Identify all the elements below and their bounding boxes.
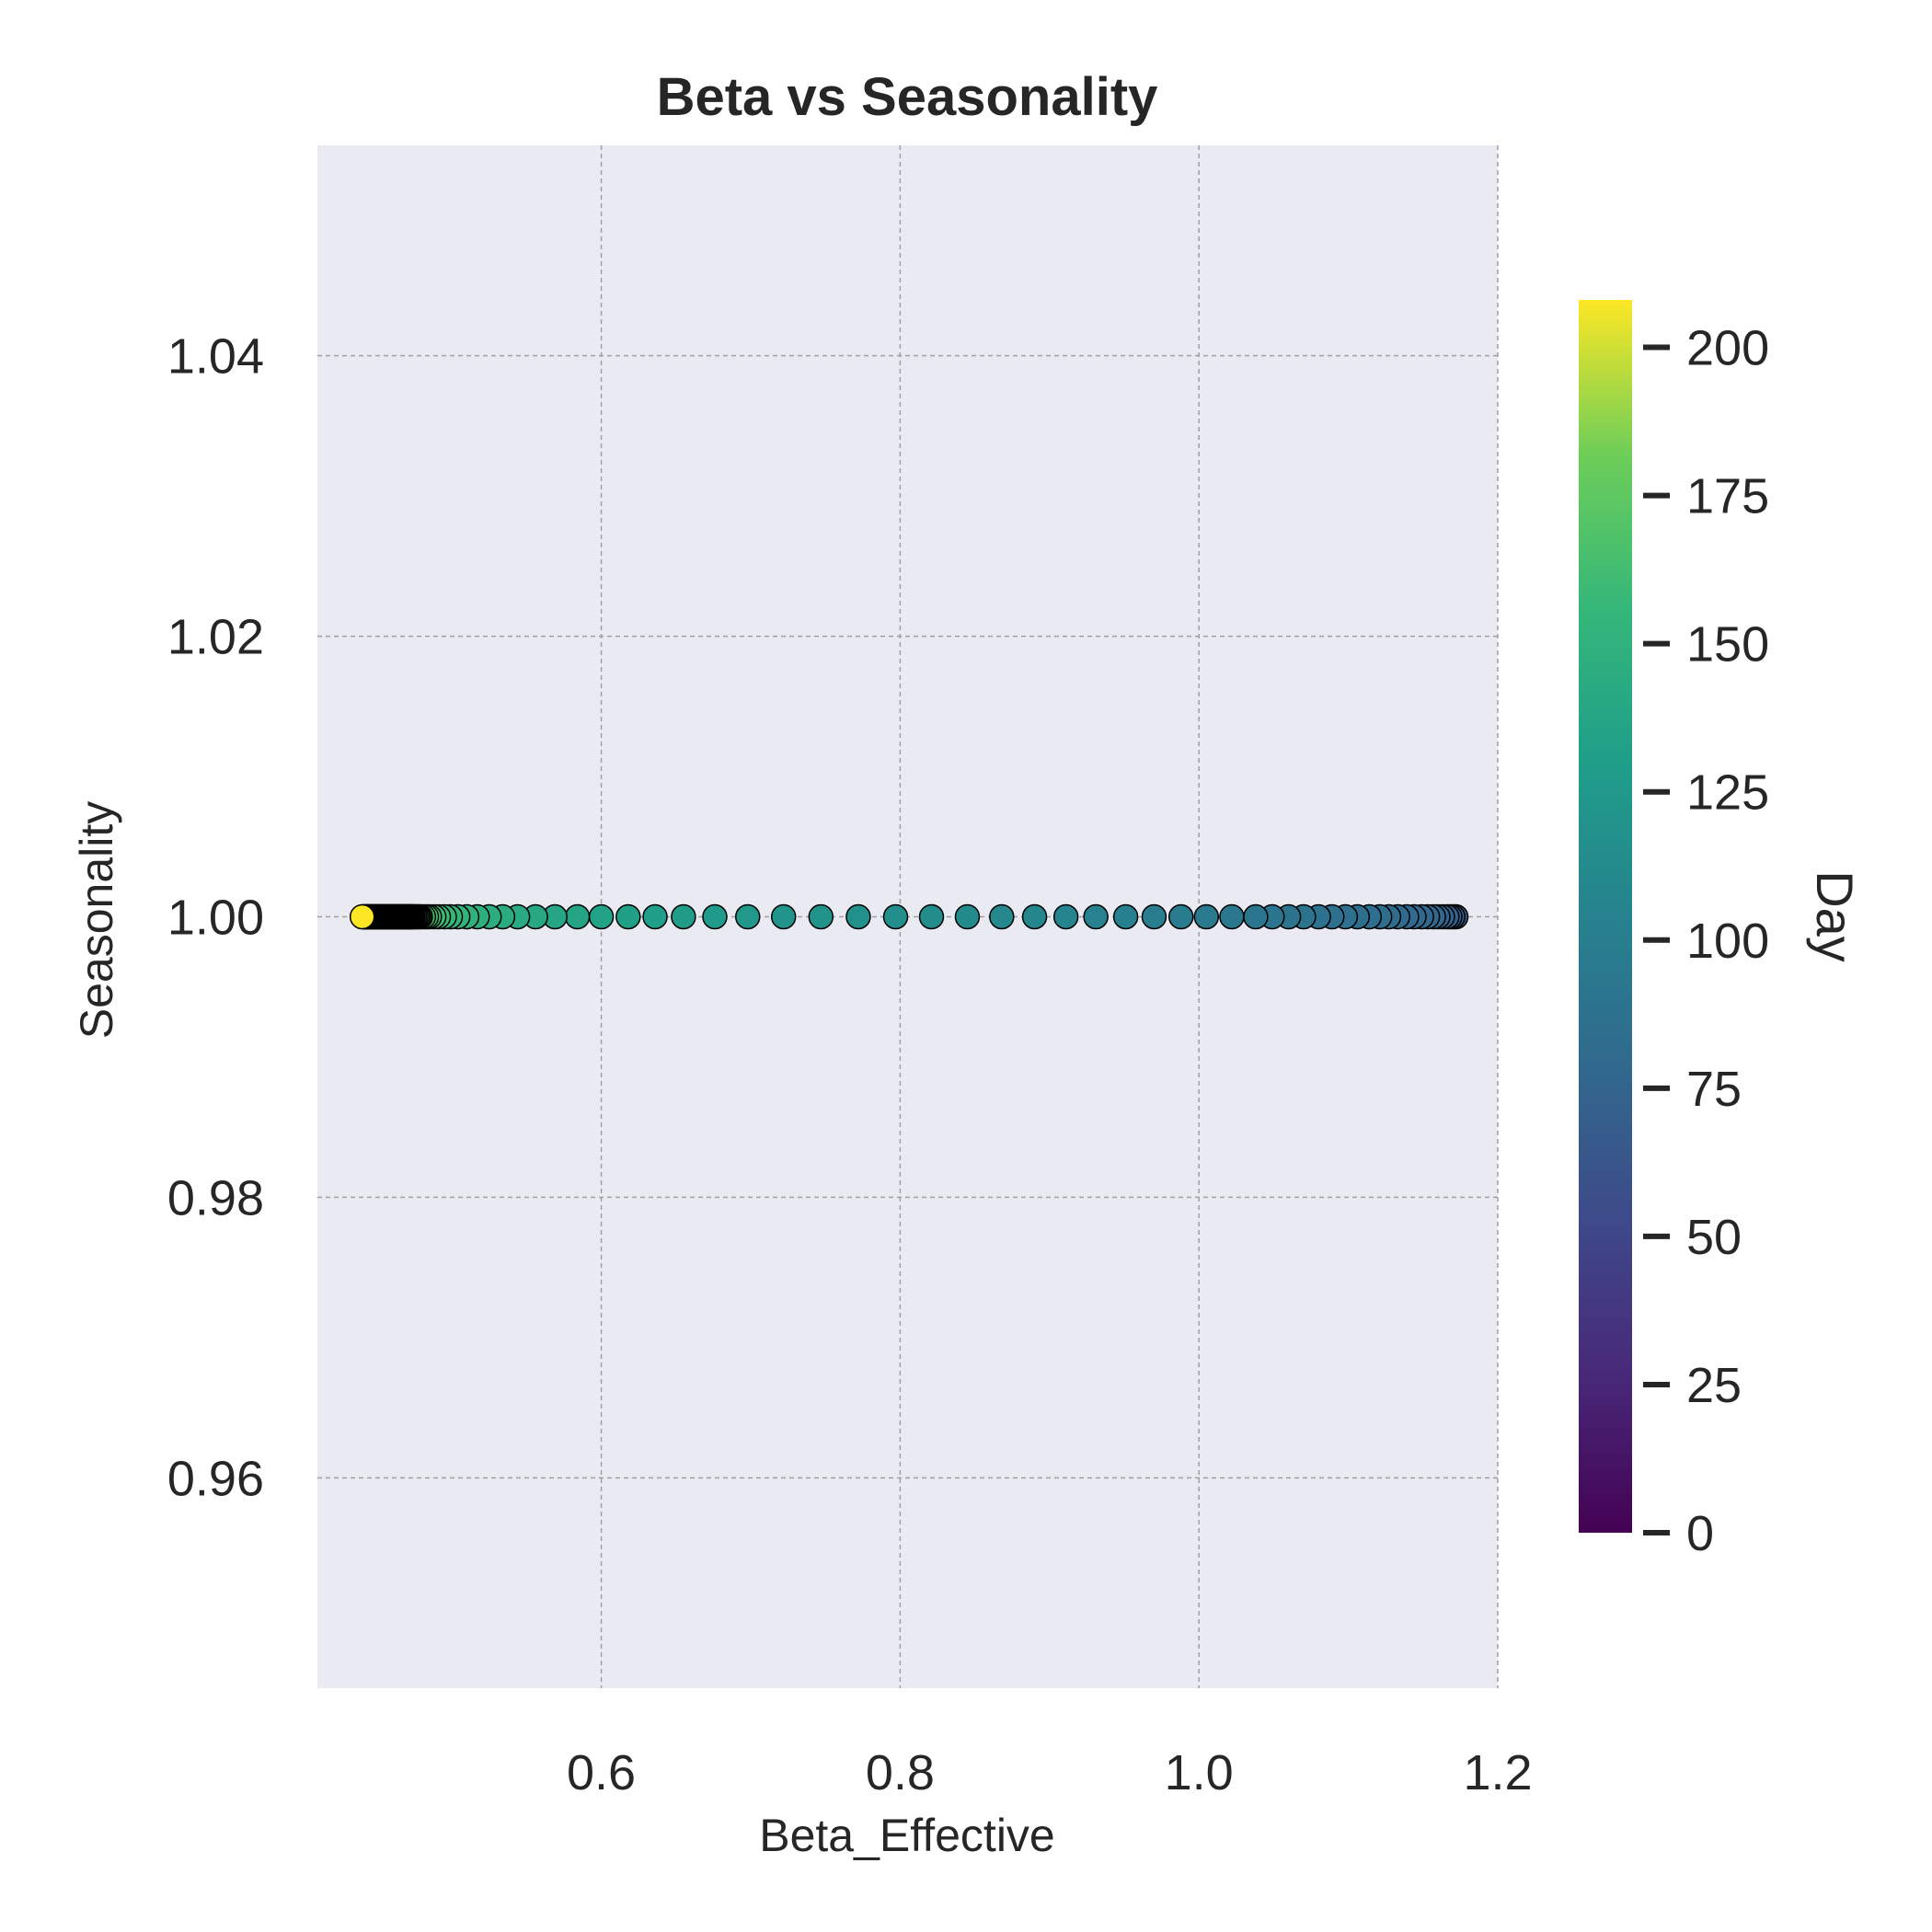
axis-ticks: 0.6 0.8 1.0 1.2 0.96 0.98 1.00 1.02 1.04 <box>167 329 1533 1800</box>
data-point <box>671 903 696 930</box>
colorbar-tick-label: 0 <box>1686 1506 1714 1561</box>
data-point <box>954 903 981 930</box>
data-point <box>1052 903 1079 930</box>
data-point <box>1021 903 1048 930</box>
y-tick-label: 1.04 <box>167 329 264 385</box>
data-point <box>918 903 945 930</box>
y-tick-label: 1.02 <box>167 610 264 665</box>
x-tick-label: 1.2 <box>1463 1745 1532 1800</box>
colorbar-tick-label: 175 <box>1686 469 1769 524</box>
data-point <box>349 903 375 930</box>
y-tick-label: 1.00 <box>167 891 264 946</box>
chart-title: Beta vs Seasonality <box>657 67 1158 127</box>
colorbar-tick-label: 25 <box>1686 1358 1742 1413</box>
y-tick-label: 0.96 <box>167 1451 264 1506</box>
data-point <box>1193 903 1220 930</box>
data-point <box>642 903 668 930</box>
colorbar-tick-label: 75 <box>1686 1062 1742 1117</box>
data-point <box>1219 903 1245 930</box>
data-point <box>1243 903 1269 930</box>
data-point <box>588 903 615 930</box>
data-point <box>702 903 728 930</box>
data-point <box>1112 903 1139 930</box>
data-point <box>808 903 834 930</box>
data-point <box>845 903 871 930</box>
data-point <box>564 903 591 930</box>
data-point <box>1141 903 1167 930</box>
x-tick-label: 0.8 <box>866 1745 935 1800</box>
colorbar-tick-label: 150 <box>1686 617 1769 673</box>
data-point <box>1167 903 1194 930</box>
x-tick-label: 1.0 <box>1165 1745 1234 1800</box>
colorbar-label: Day <box>1806 870 1864 962</box>
data-point <box>989 903 1015 930</box>
x-tick-label: 0.6 <box>567 1745 636 1800</box>
y-tick-label: 0.98 <box>167 1170 264 1225</box>
data-point <box>882 903 909 930</box>
colorbar-tick-label: 200 <box>1686 321 1769 376</box>
colorbar-tick-label: 100 <box>1686 914 1769 969</box>
colorbar <box>1579 300 1632 1533</box>
colorbar-ticks: 0 25 50 75 100 125 150 175 200 <box>1643 321 1769 1561</box>
data-point <box>770 903 797 930</box>
colorbar-tick-label: 125 <box>1686 765 1769 821</box>
y-axis-label: Seasonality <box>71 801 122 1040</box>
data-point <box>1083 903 1109 930</box>
colorbar-tick-label: 50 <box>1686 1210 1742 1265</box>
x-axis-label: Beta_Effective <box>759 1810 1055 1861</box>
data-point <box>615 903 641 930</box>
data-point <box>734 903 761 930</box>
data-points <box>349 903 1469 930</box>
